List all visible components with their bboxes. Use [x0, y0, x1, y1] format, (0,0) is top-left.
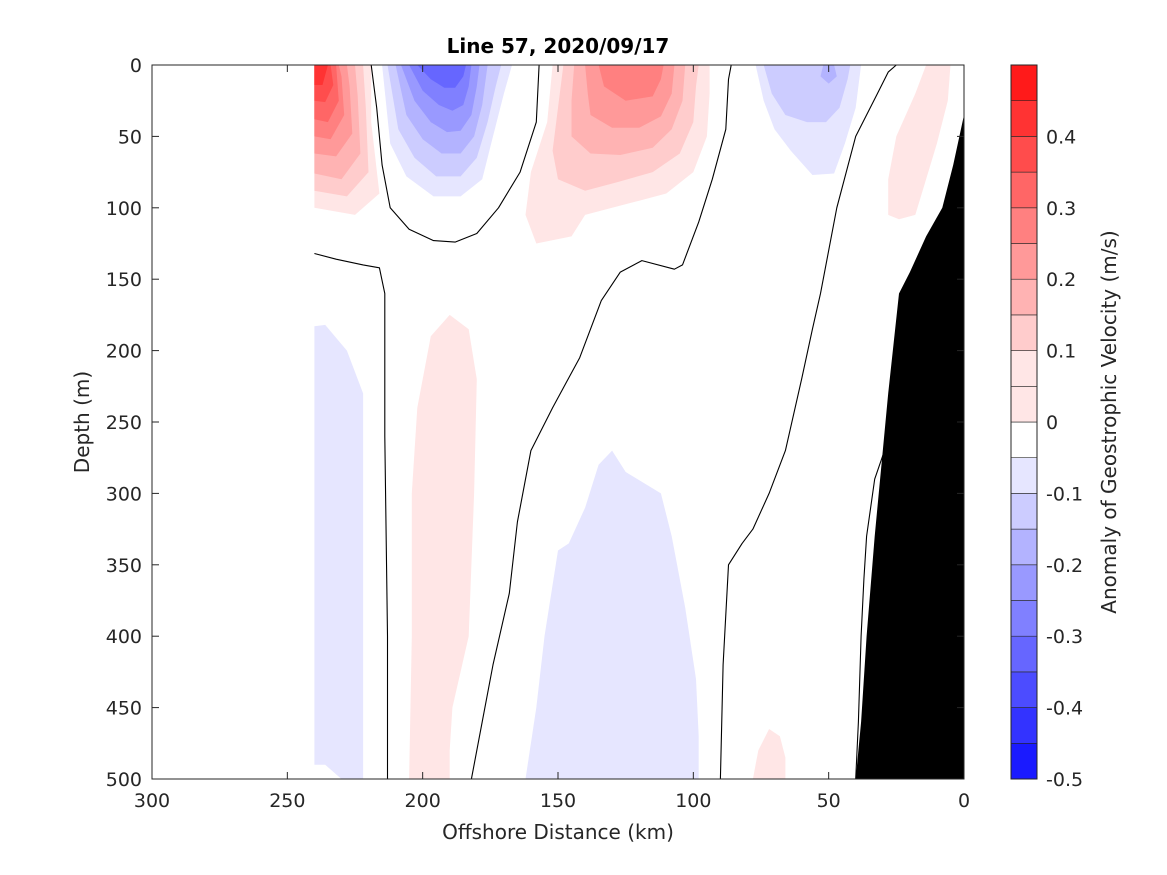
contour-region-23 — [314, 324, 364, 779]
contour-region-7 — [314, 65, 328, 85]
x-tick-label-0: 300 — [134, 790, 170, 812]
colorbar-tick-label-8: -0.4 — [1046, 698, 1083, 720]
plot-area — [151, 64, 965, 780]
colorbar-band-17 — [1010, 136, 1038, 173]
filled-contours — [314, 65, 951, 779]
contour-region-18 — [598, 65, 664, 101]
colorbar-tick-label-5: -0.1 — [1046, 483, 1083, 505]
colorbar-band-4 — [1010, 600, 1038, 637]
contour-region-13 — [417, 65, 466, 88]
bathymetry — [855, 115, 964, 779]
zero-contour-line-1 — [370, 64, 540, 243]
colorbar-band-11 — [1010, 350, 1038, 387]
colorbar-band-2 — [1010, 671, 1038, 708]
x-tick-label-3: 150 — [540, 790, 576, 812]
colorbar-band-15 — [1010, 207, 1038, 244]
y-tick-label-8: 400 — [106, 626, 142, 648]
colorbar-tick-label-6: -0.2 — [1046, 555, 1083, 577]
zero-contour-line-4 — [855, 447, 887, 780]
y-tick-label-2: 100 — [106, 198, 142, 220]
contour-region-22 — [888, 65, 951, 220]
colorbar-band-1 — [1010, 707, 1038, 744]
colorbar-band-18 — [1010, 100, 1038, 137]
zero-contour-line-3 — [719, 64, 897, 780]
colorbar-band-13 — [1010, 278, 1038, 316]
colorbar: 0.4 0.3 0.2 0.1 0 -0.1 -0.2 -0.3 -0.4 -0.5 — [1010, 64, 1083, 791]
x-tick-label-1: 250 — [269, 790, 305, 812]
y-tick-label-7: 350 — [106, 555, 142, 577]
colorbar-band-3 — [1010, 635, 1038, 673]
x-axis-label: Offshore Distance (km) — [442, 820, 674, 844]
colorbar-band-12 — [1010, 314, 1038, 351]
x-axis: 300 250 200 150 100 50 0 — [134, 65, 970, 812]
colorbar-band-19 — [1010, 64, 1038, 102]
colorbar-band-7 — [1010, 493, 1038, 530]
y-axis-label: Depth (m) — [70, 371, 94, 473]
colorbar-tick-label-7: -0.3 — [1046, 626, 1083, 648]
colorbar-band-14 — [1010, 243, 1038, 280]
colorbar-tick-label-9: -0.5 — [1046, 769, 1083, 791]
y-tick-label-10: 500 — [106, 769, 142, 791]
colorbar-band-9 — [1010, 421, 1038, 459]
y-tick-label-9: 450 — [106, 698, 142, 720]
colorbar-band-5 — [1010, 564, 1038, 601]
y-tick-label-3: 150 — [106, 269, 142, 291]
y-tick-label-4: 200 — [106, 341, 142, 363]
colorbar-frame — [1010, 64, 1038, 780]
x-tick-label-2: 200 — [405, 790, 441, 812]
y-axis: 0 50 100 150 200 250 300 350 400 450 500 — [106, 55, 964, 791]
colorbar-band-10 — [1010, 385, 1038, 423]
bathymetry-shape — [855, 115, 964, 779]
zero-contour-lines — [314, 64, 897, 780]
x-tick-label-4: 100 — [675, 790, 711, 812]
colorbar-tick-label-4: 0 — [1046, 412, 1058, 434]
colorbar-band-16 — [1010, 171, 1038, 209]
colorbar-tick-label-1: 0.3 — [1046, 198, 1076, 220]
y-tick-label-0: 0 — [130, 55, 142, 77]
contour-region-26 — [752, 729, 786, 779]
x-tick-label-6: 0 — [958, 790, 970, 812]
colorbar-tick-label-3: 0.1 — [1046, 341, 1076, 363]
zero-contour-line-0 — [314, 252, 389, 779]
colorbar-tick-label-2: 0.2 — [1046, 269, 1076, 291]
contour-region-24 — [409, 314, 477, 779]
zero-contour-line-2 — [470, 64, 732, 780]
contour-region-21 — [820, 65, 837, 84]
contour-region-25 — [525, 450, 699, 779]
x-tick-label-5: 50 — [817, 790, 841, 812]
colorbar-tick-label-0: 0.4 — [1046, 126, 1076, 148]
y-tick-label-1: 50 — [118, 126, 142, 148]
colorbar-label: Anomaly of Geostrophic Velocity (m/s) — [1097, 230, 1121, 613]
y-tick-label-6: 300 — [106, 483, 142, 505]
chart-title: Line 57, 2020/09/17 — [447, 34, 670, 58]
colorbar-band-0 — [1010, 742, 1038, 780]
colorbar-band-8 — [1010, 457, 1038, 494]
y-tick-label-5: 250 — [106, 412, 142, 434]
colorbar-band-6 — [1010, 528, 1038, 566]
